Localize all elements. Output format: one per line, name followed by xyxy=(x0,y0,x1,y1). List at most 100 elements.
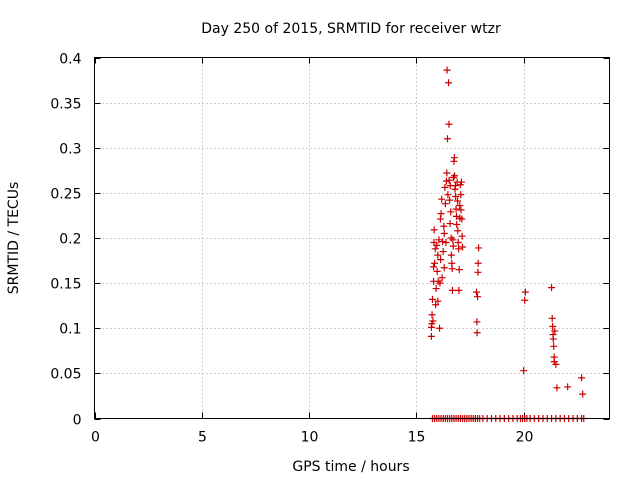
data-point xyxy=(441,183,449,191)
data-point xyxy=(432,301,440,309)
x-axis-label: GPS time / hours xyxy=(292,459,409,475)
data-point xyxy=(433,267,441,275)
data-point xyxy=(474,259,482,267)
data-point xyxy=(439,238,447,246)
data-point xyxy=(457,191,465,199)
data-point xyxy=(455,286,463,294)
data-point xyxy=(472,288,480,296)
y-tick-label: 0.1 xyxy=(59,322,81,338)
data-point xyxy=(451,172,459,180)
data-point xyxy=(449,242,457,250)
data-point xyxy=(445,79,453,87)
data-point xyxy=(440,229,448,237)
data-point xyxy=(445,120,453,128)
data-point xyxy=(443,66,451,74)
data-point xyxy=(447,208,455,216)
y-axis-label: SRMTID / TECUs xyxy=(6,182,22,295)
data-point xyxy=(550,342,558,350)
chart-title: Day 250 of 2015, SRMTID for receiver wtz… xyxy=(201,21,501,37)
x-tick-label: 20 xyxy=(516,430,534,446)
y-tick-label: 0.25 xyxy=(50,187,81,203)
y-tick-label: 0.4 xyxy=(59,52,81,68)
data-point xyxy=(457,206,465,214)
data-point xyxy=(449,236,457,244)
x-tick-label: 15 xyxy=(408,430,426,446)
y-tick-label: 0.35 xyxy=(50,97,81,113)
data-point xyxy=(431,245,439,253)
data-point xyxy=(434,297,442,305)
data-point xyxy=(551,327,559,335)
data-point xyxy=(564,383,572,391)
data-point xyxy=(450,154,458,162)
data-point xyxy=(428,295,436,303)
x-tick-label: 0 xyxy=(91,430,100,446)
data-point xyxy=(434,277,442,285)
data-point xyxy=(447,234,455,242)
data-point xyxy=(451,182,459,190)
data-point xyxy=(435,236,443,244)
data-point xyxy=(520,367,528,375)
data-point xyxy=(433,241,441,249)
data-point xyxy=(436,279,444,287)
data-point xyxy=(474,293,482,301)
x-tick-label: 5 xyxy=(198,430,207,446)
y-tick-label: 0.3 xyxy=(59,142,81,158)
x-tick-label: 10 xyxy=(301,430,319,446)
data-point xyxy=(548,314,556,322)
data-point xyxy=(457,178,465,186)
data-point xyxy=(459,243,467,251)
data-point xyxy=(434,251,442,259)
data-point xyxy=(441,200,449,208)
data-point xyxy=(454,239,462,247)
data-point xyxy=(578,374,586,382)
data-point xyxy=(521,288,529,296)
data-point xyxy=(552,360,560,368)
y-tick-label: 0.2 xyxy=(59,232,81,248)
data-point xyxy=(429,317,437,325)
data-point xyxy=(443,169,451,177)
data-point xyxy=(455,245,463,253)
data-point xyxy=(456,202,464,210)
data-point xyxy=(448,265,456,273)
data-point xyxy=(444,191,452,199)
data-point xyxy=(521,296,529,304)
data-point xyxy=(427,332,435,340)
data-point xyxy=(458,232,466,240)
data-point xyxy=(548,284,556,292)
data-points xyxy=(427,66,588,422)
y-tick-label: 0.15 xyxy=(50,277,81,293)
data-point xyxy=(448,286,456,294)
data-point xyxy=(430,263,438,271)
data-point xyxy=(452,205,460,213)
data-point xyxy=(430,226,438,234)
data-point xyxy=(447,251,455,259)
data-point xyxy=(579,390,587,398)
data-point xyxy=(454,227,462,235)
data-point xyxy=(438,274,446,282)
data-point xyxy=(454,197,462,205)
data-point xyxy=(437,210,445,218)
y-tick-label: 0 xyxy=(73,413,82,429)
data-point xyxy=(431,259,439,267)
grid xyxy=(94,57,610,419)
data-point xyxy=(452,192,460,200)
data-point xyxy=(439,248,447,256)
data-point xyxy=(475,244,483,252)
data-point xyxy=(440,222,448,230)
data-point xyxy=(432,285,440,293)
data-point xyxy=(553,384,561,392)
data-point xyxy=(438,195,446,203)
data-point xyxy=(443,135,451,143)
data-point xyxy=(436,215,444,223)
data-point xyxy=(440,264,448,272)
axis-ticks: 0 5 10 15 20 0 0.05 0.1 0.15 0.2 0.25 0.3 0.35 0.4 xyxy=(50,52,610,446)
data-point xyxy=(437,256,445,264)
data-point xyxy=(549,322,557,330)
data-point xyxy=(458,215,466,223)
data-point xyxy=(436,324,444,332)
data-point xyxy=(473,329,481,337)
data-point xyxy=(442,239,450,247)
data-point xyxy=(453,220,461,228)
plot-frame xyxy=(94,57,610,419)
